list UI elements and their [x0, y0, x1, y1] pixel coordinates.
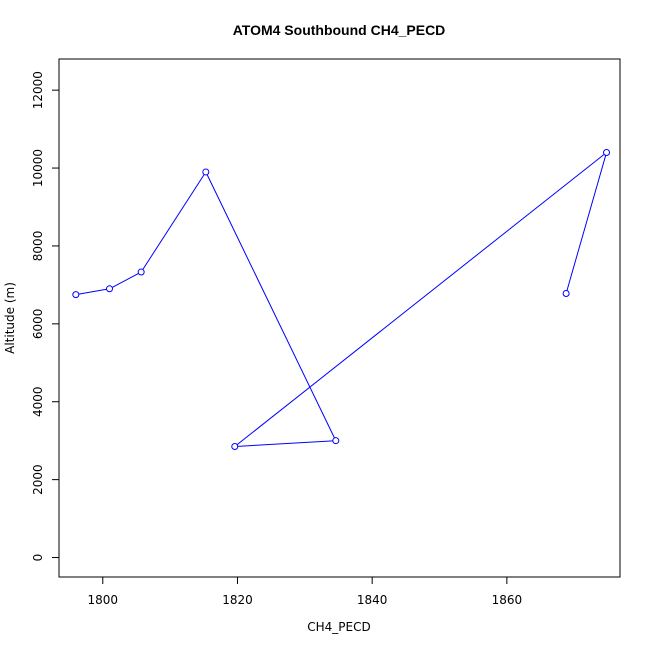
series-line-segment: [78, 288, 107, 295]
data-point: [106, 285, 114, 293]
y-tick-label: 12000: [31, 71, 45, 109]
series-layer: [72, 148, 611, 451]
series-line-segment: [236, 153, 605, 446]
plot-frame: [58, 58, 621, 578]
x-tick-label: 1860: [492, 593, 523, 607]
y-axis: 0 2000 4000 6000 8000 10000 12000: [31, 71, 60, 562]
y-tick-label: 6000: [31, 309, 45, 340]
data-point: [72, 291, 80, 299]
y-tick-label: 2000: [31, 464, 45, 495]
y-tick-label: 0: [31, 554, 45, 562]
series-line-segment: [111, 273, 139, 288]
data-point: [137, 268, 145, 276]
y-axis-label: Altitude (m): [3, 282, 17, 354]
series-line-segment: [237, 440, 333, 447]
series-line-segment: [206, 174, 335, 439]
data-point: [603, 148, 611, 156]
y-tick-label: 10000: [31, 149, 45, 187]
data-point: [202, 168, 210, 176]
series-line-segment: [142, 174, 205, 270]
x-axis-label: CH4_PECD: [307, 620, 370, 634]
series-line-segment: [566, 155, 607, 291]
y-tick-label: 8000: [31, 231, 45, 262]
x-axis: 1800 1820 1840 1860: [88, 576, 523, 607]
x-tick-label: 1820: [222, 593, 253, 607]
x-tick-label: 1800: [88, 593, 119, 607]
data-point: [231, 443, 239, 451]
data-point: [562, 289, 570, 297]
x-tick-label: 1840: [357, 593, 388, 607]
y-tick-label: 4000: [31, 386, 45, 417]
data-point: [332, 437, 340, 445]
chart-title: ATOM4 Southbound CH4_PECD: [233, 22, 446, 38]
